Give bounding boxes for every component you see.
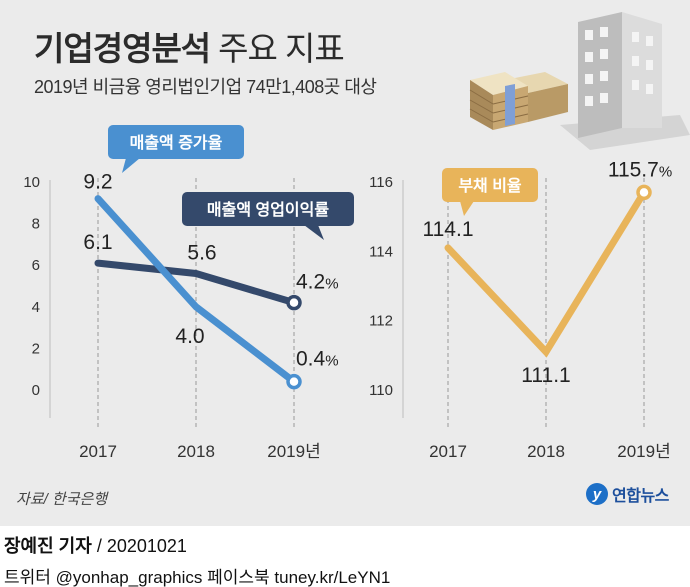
money-building-illustration <box>469 12 690 150</box>
series-line <box>94 195 298 386</box>
reporter-name: 장예진 기자 <box>4 536 92 556</box>
data-label: 9.2 <box>83 171 112 194</box>
money-stack-front-left <box>470 80 493 130</box>
data-label: 4.0 <box>175 325 204 348</box>
building-windows <box>585 27 653 106</box>
credits-footer: 장예진 기자 / 20201021 트위터 @yonhap_graphics 페… <box>0 526 690 587</box>
yonhap-logo-mark-icon: y <box>586 483 608 505</box>
callout-operating-margin: 매출액 영업이익률 <box>182 192 354 240</box>
y-tick-label: 112 <box>369 313 393 330</box>
yonhap-logo-text: 연합뉴스 <box>612 488 669 505</box>
callout-operating-margin-box <box>182 192 354 226</box>
y-tick-label: 114 <box>369 243 393 260</box>
title-bold: 기업경영분석 <box>34 30 211 67</box>
data-label: 111.1 <box>521 364 570 387</box>
end-point-marker <box>286 373 302 390</box>
y-tick-label: 0 <box>32 382 40 399</box>
page-title: 기업경영분석 주요 지표 <box>34 22 345 70</box>
source-note: 자료/ 한국은행 <box>16 491 108 508</box>
callout-debt-ratio-label: 부채 비율 <box>458 177 522 195</box>
series-line <box>444 188 648 358</box>
byline: 장예진 기자 / 20201021 <box>4 532 187 558</box>
y-tick-label: 116 <box>369 174 393 191</box>
y-tick-label: 10 <box>23 174 40 191</box>
x-tick-label: 2018 <box>177 442 215 461</box>
data-label: 6.1 <box>83 231 112 254</box>
chart-sales-margin: 0 2 4 6 8 10 2017 2018 2019년 9.2 4.0 0.4% 6.1 5.6 4.2%… <box>23 125 354 461</box>
callout-debt-ratio-tail <box>460 201 474 216</box>
subtitle: 2019년 비금융 영리법인기업 74만1,408곳 대상 <box>34 77 377 97</box>
money-band <box>505 84 515 126</box>
data-label: 114.1 <box>423 218 474 241</box>
end-point-marker <box>636 184 652 201</box>
series-line <box>94 259 298 307</box>
infographic-panel: 기업경영분석 주요 지표 2019년 비금융 영리법인기업 74만1,408곳 대… <box>0 0 690 526</box>
data-label: 5.6 <box>187 242 216 265</box>
end-point-marker <box>286 294 302 311</box>
x-tick-label: 2017 <box>79 442 117 461</box>
title-light: 주요 지표 <box>218 30 345 67</box>
data-label: 4.2% <box>296 271 339 294</box>
money-stack-back-side <box>528 84 568 122</box>
chart-debt-ratio: 110 112 114 116 2017 2018 2019년 114.1 111.1 115.7… <box>369 158 672 461</box>
callout-debt-ratio-box <box>442 168 538 202</box>
callout-operating-margin-tail <box>304 225 324 240</box>
callout-debt-ratio: 부채 비율 <box>442 168 538 216</box>
callout-sales-growth-label: 매출액 증가율 <box>130 133 223 152</box>
y-tick-label: 8 <box>32 216 40 233</box>
data-label: 115.7% <box>608 158 672 181</box>
x-tick-label: 2019년 <box>617 442 670 461</box>
yonhap-logo: y 연합뉴스 <box>586 482 669 506</box>
x-tick-label: 2017 <box>429 442 467 461</box>
y-tick-label: 110 <box>369 382 393 399</box>
callout-operating-margin-label: 매출액 영업이익률 <box>207 200 329 219</box>
y-tick-label: 2 <box>32 340 40 357</box>
social-links: 트위터 @yonhap_graphics 페이스북 tuney.kr/LeYN1 <box>4 568 391 587</box>
publish-date: / 20201021 <box>91 536 187 556</box>
x-tick-label: 2019년 <box>267 442 320 461</box>
callout-sales-growth-box <box>108 125 244 159</box>
y-tick-label: 6 <box>32 257 40 274</box>
callout-sales-growth-tail <box>122 158 140 173</box>
y-tick-label: 4 <box>32 299 40 316</box>
data-label: 0.4% <box>296 348 339 371</box>
x-tick-label: 2018 <box>527 442 565 461</box>
callout-sales-growth: 매출액 증가율 <box>108 125 244 173</box>
